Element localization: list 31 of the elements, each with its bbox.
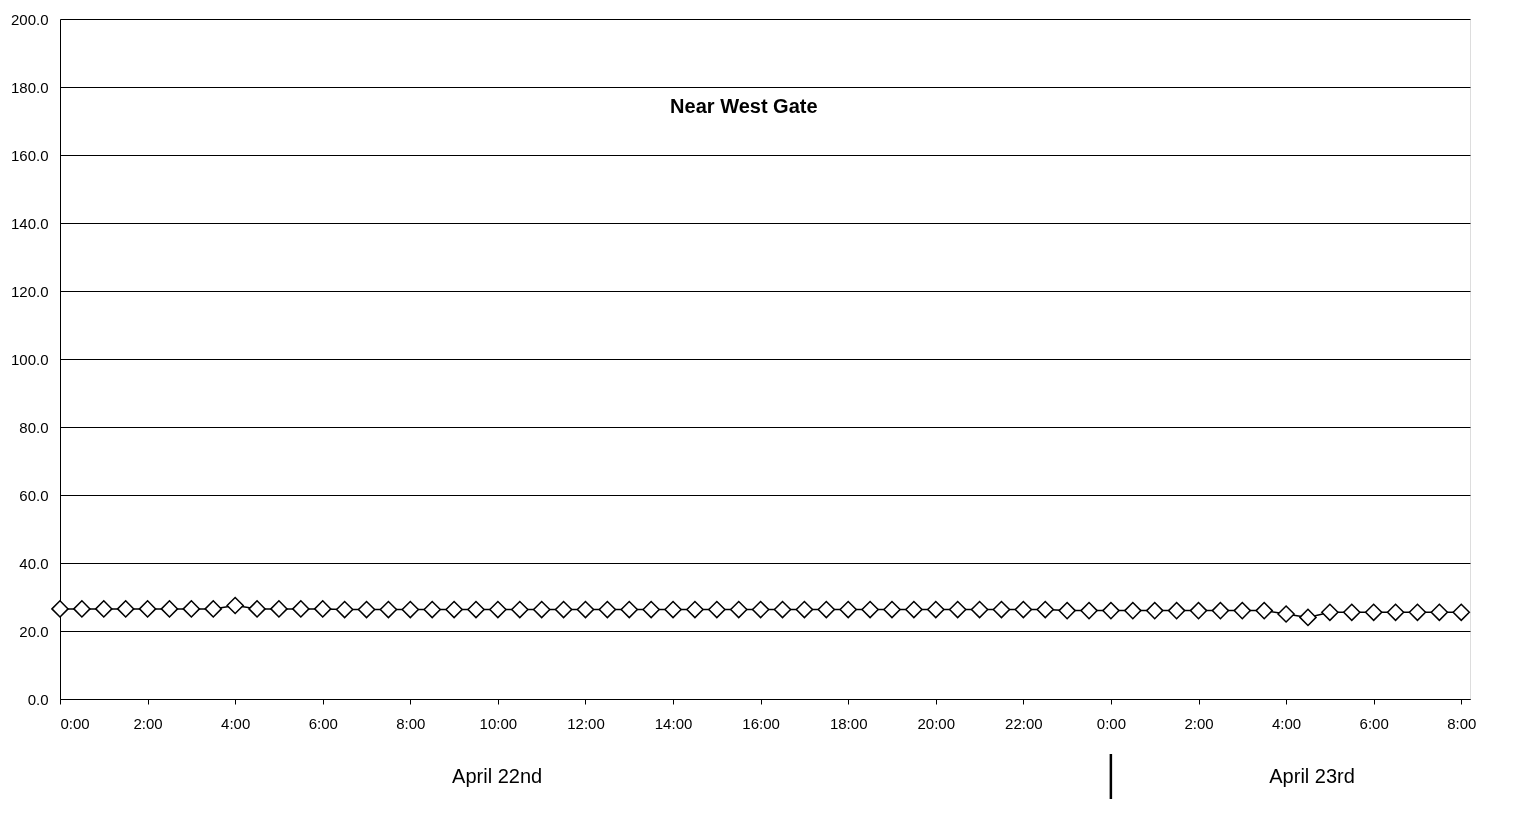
y-tick-label: 60.0 <box>19 486 49 504</box>
text: April 23rd <box>1269 765 1355 787</box>
x-tick-label: 8:00 <box>396 714 426 732</box>
x-tick-label: 0:00 <box>1096 714 1127 732</box>
x-tick-label: 4:00 <box>1271 714 1302 732</box>
x-tick-label: 8:00 <box>1447 714 1477 732</box>
x-tick-label: 20:00 <box>917 714 956 732</box>
x-tick-label: 0:00 <box>60 714 90 732</box>
y-tick-label: 140.0 <box>10 214 49 232</box>
y-tick-label: 80.0 <box>19 418 49 436</box>
y-tick-label: 0.0 <box>27 690 49 708</box>
x-tick-label: 18:00 <box>829 714 868 732</box>
y-tick-label: 180.0 <box>10 78 49 96</box>
text: Near West Gate <box>670 95 818 118</box>
x-tick-label: 14:00 <box>654 714 693 732</box>
text: April 22nd <box>452 765 543 787</box>
x-tick-label: 16:00 <box>742 714 780 732</box>
x-tick-label: 6:00 <box>308 714 338 732</box>
x-tick-label: 10:00 <box>479 714 518 732</box>
y-tick-label: 120.0 <box>10 282 49 300</box>
x-tick-label: 2:00 <box>1184 714 1214 732</box>
y-tick-label: 20.0 <box>19 622 49 640</box>
y-tick-label: 160.0 <box>10 146 49 164</box>
x-tick-label: 22:00 <box>1005 714 1043 732</box>
x-tick-label: 12:00 <box>567 714 605 732</box>
x-tick-label: 6:00 <box>1359 714 1389 732</box>
y-tick-label: 100.0 <box>10 350 49 368</box>
x-tick-label: 2:00 <box>133 714 163 732</box>
y-tick-label: 200.0 <box>10 10 49 28</box>
y-tick-label: 40.0 <box>19 554 49 572</box>
x-tick-label: 4:00 <box>221 714 251 732</box>
